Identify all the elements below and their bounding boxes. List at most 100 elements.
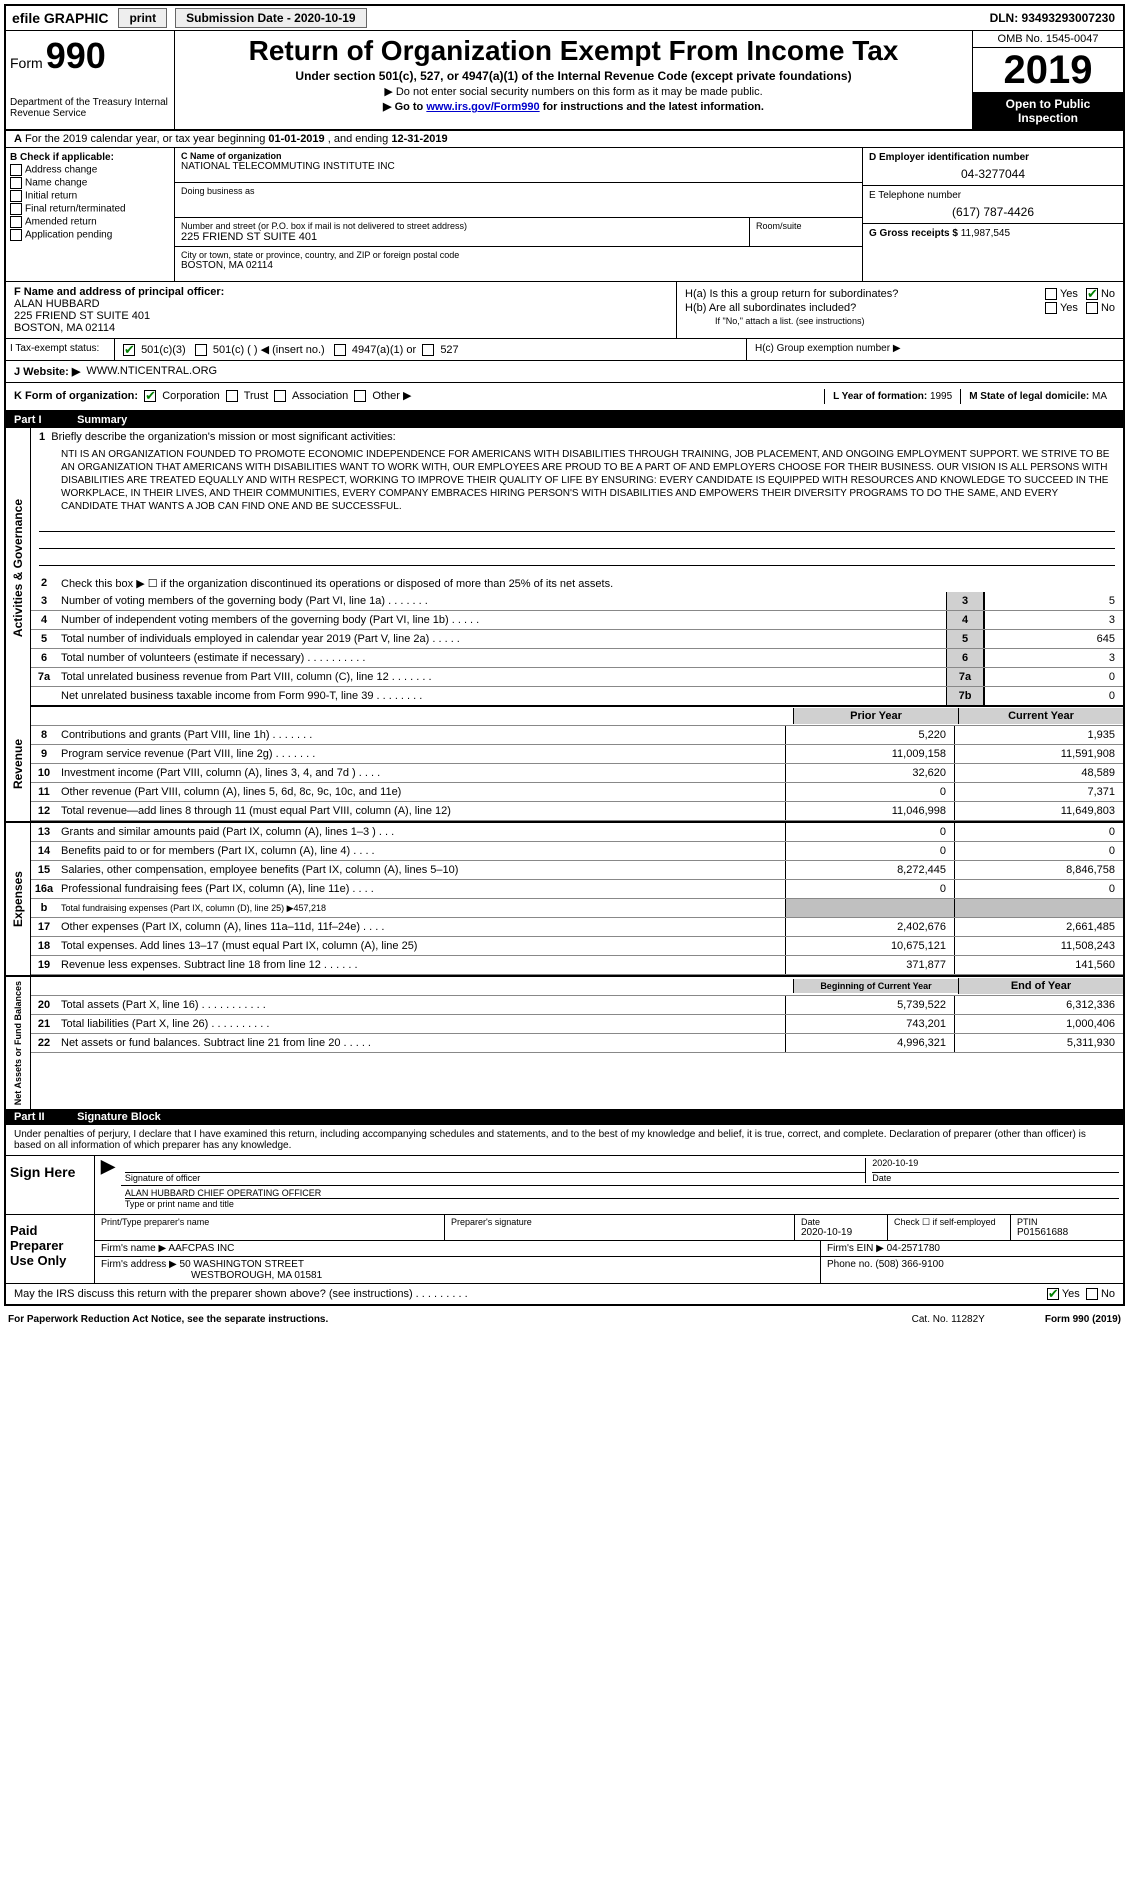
year-formation: 1995: [930, 391, 952, 402]
org-name: NATIONAL TELECOMMUTING INSTITUTE INC: [181, 161, 856, 172]
period-begin: 01-01-2019: [268, 133, 324, 145]
527-checkbox[interactable]: [422, 344, 434, 356]
form-org-row: K Form of organization: Corporation Trus…: [6, 383, 1123, 412]
discuss-row: May the IRS discuss this return with the…: [6, 1283, 1123, 1304]
firm-addr2: WESTBOROUGH, MA 01581: [101, 1270, 814, 1281]
form-prefix: Form: [10, 55, 43, 71]
section-fh: F Name and address of principal officer:…: [6, 282, 1123, 339]
ha-no-checkbox[interactable]: [1086, 288, 1098, 300]
l15-current: 8,846,758: [954, 861, 1123, 879]
line3-val: 5: [984, 592, 1123, 610]
l18-current: 11,508,243: [954, 937, 1123, 955]
exempt-options: 501(c)(3) 501(c) ( ) ◀ (insert no.) 4947…: [115, 339, 746, 360]
corp-checkbox[interactable]: [144, 390, 156, 402]
sig-date: 2020-10-19: [872, 1158, 1119, 1173]
officer-addr2: BOSTON, MA 02114: [14, 322, 668, 334]
submission-date-button[interactable]: Submission Date - 2020-10-19: [175, 8, 366, 28]
governance-section: Activities & Governance 1 Briefly descri…: [6, 428, 1123, 707]
current-year-header: Current Year: [958, 708, 1123, 724]
period-row: A For the 2019 calendar year, or tax yea…: [6, 131, 1123, 148]
l10-prior: 32,620: [785, 764, 954, 782]
form-container: efile GRAPHIC print Submission Date - 20…: [4, 4, 1125, 1306]
header-sub3: ▶ Go to www.irs.gov/Form990 for instruct…: [183, 100, 964, 113]
firm-addr1: 50 WASHINGTON STREET: [180, 1259, 304, 1270]
print-button[interactable]: print: [118, 8, 167, 28]
line5-val: 645: [984, 630, 1123, 648]
other-checkbox[interactable]: [354, 390, 366, 402]
section-h: H(a) Is this a group return for subordin…: [676, 282, 1123, 338]
l11-current: 7,371: [954, 783, 1123, 801]
l10-current: 48,589: [954, 764, 1123, 782]
l14-current: 0: [954, 842, 1123, 860]
name-change-checkbox[interactable]: [10, 177, 22, 189]
l20-current: 6,312,336: [954, 996, 1123, 1014]
begin-year-header: Beginning of Current Year: [793, 979, 958, 993]
initial-return-checkbox[interactable]: [10, 190, 22, 202]
officer-name: ALAN HUBBARD: [14, 298, 668, 310]
blank-line: [39, 532, 1115, 549]
hb-yes-checkbox[interactable]: [1045, 302, 1057, 314]
part1-header: Part I Summary: [6, 412, 1123, 428]
exempt-i-label: I Tax-exempt status:: [6, 339, 115, 360]
l19-current: 141,560: [954, 956, 1123, 974]
expenses-section: Expenses 13Grants and similar amounts pa…: [6, 823, 1123, 977]
line4-val: 3: [984, 611, 1123, 629]
assoc-checkbox[interactable]: [274, 390, 286, 402]
final-return-checkbox[interactable]: [10, 203, 22, 215]
end-year-header: End of Year: [958, 978, 1123, 994]
mission-text: NTI IS AN ORGANIZATION FOUNDED TO PROMOT…: [31, 446, 1123, 515]
exempt-status-row: I Tax-exempt status: 501(c)(3) 501(c) ( …: [6, 339, 1123, 361]
line7b-val: 0: [984, 687, 1123, 705]
discuss-no-checkbox[interactable]: [1086, 1288, 1098, 1300]
omb-number: OMB No. 1545-0047: [973, 31, 1123, 48]
application-pending-checkbox[interactable]: [10, 229, 22, 241]
addr-change-checkbox[interactable]: [10, 164, 22, 176]
website-url: WWW.NTICENTRAL.ORG: [86, 365, 217, 378]
l13-current: 0: [954, 823, 1123, 841]
discuss-yes-checkbox[interactable]: [1047, 1288, 1059, 1300]
header-sub2: ▶ Do not enter social security numbers o…: [183, 85, 964, 98]
prep-date: 2020-10-19: [801, 1227, 881, 1238]
hb-no-checkbox[interactable]: [1086, 302, 1098, 314]
form-footer: Form 990 (2019): [1045, 1314, 1121, 1325]
efile-label: efile GRAPHIC: [6, 8, 114, 28]
officer-addr1: 225 FRIEND ST SUITE 401: [14, 310, 668, 322]
l13-prior: 0: [785, 823, 954, 841]
netassets-section: Net Assets or Fund Balances Beginning of…: [6, 977, 1123, 1109]
l12-prior: 11,046,998: [785, 802, 954, 820]
header-right: OMB No. 1545-0047 2019 Open to Public In…: [972, 31, 1123, 129]
sig-declaration: Under penalties of perjury, I declare th…: [6, 1125, 1123, 1155]
preparer-row: Paid Preparer Use Only Print/Type prepar…: [6, 1214, 1123, 1283]
ein: 04-3277044: [869, 167, 1117, 181]
header-sub1: Under section 501(c), 527, or 4947(a)(1)…: [183, 69, 964, 83]
4947-checkbox[interactable]: [334, 344, 346, 356]
501c3-checkbox[interactable]: [123, 344, 135, 356]
amended-return-checkbox[interactable]: [10, 216, 22, 228]
dept-label: Department of the Treasury Internal Reve…: [10, 97, 170, 119]
governance-side-label: Activities & Governance: [6, 428, 31, 707]
l9-prior: 11,009,158: [785, 745, 954, 763]
l15-prior: 8,272,445: [785, 861, 954, 879]
revenue-section: Revenue Prior Year Current Year 8Contrib…: [6, 707, 1123, 823]
gross-receipts: 11,987,545: [961, 228, 1010, 239]
l19-prior: 371,877: [785, 956, 954, 974]
firm-name: AAFCPAS INC: [168, 1243, 234, 1254]
l8-current: 1,935: [954, 726, 1123, 744]
blank-line: [39, 549, 1115, 566]
form-number: 990: [46, 35, 106, 76]
501c-checkbox[interactable]: [195, 344, 207, 356]
form-header: Form 990 Department of the Treasury Inte…: [6, 31, 1123, 131]
website-row: J Website: ▶ WWW.NTICENTRAL.ORG: [6, 361, 1123, 383]
l16a-prior: 0: [785, 880, 954, 898]
trust-checkbox[interactable]: [226, 390, 238, 402]
netassets-side-label: Net Assets or Fund Balances: [6, 977, 31, 1109]
l11-prior: 0: [785, 783, 954, 801]
ha-yes-checkbox[interactable]: [1045, 288, 1057, 300]
footer-row: For Paperwork Reduction Act Notice, see …: [0, 1310, 1129, 1329]
irs-link[interactable]: www.irs.gov/Form990: [426, 101, 539, 113]
prep-phone: (508) 366-9100: [875, 1259, 943, 1270]
l8-prior: 5,220: [785, 726, 954, 744]
k-section: K Form of organization: Corporation Trus…: [14, 389, 824, 404]
l22-current: 5,311,930: [954, 1034, 1123, 1052]
l21-prior: 743,201: [785, 1015, 954, 1033]
